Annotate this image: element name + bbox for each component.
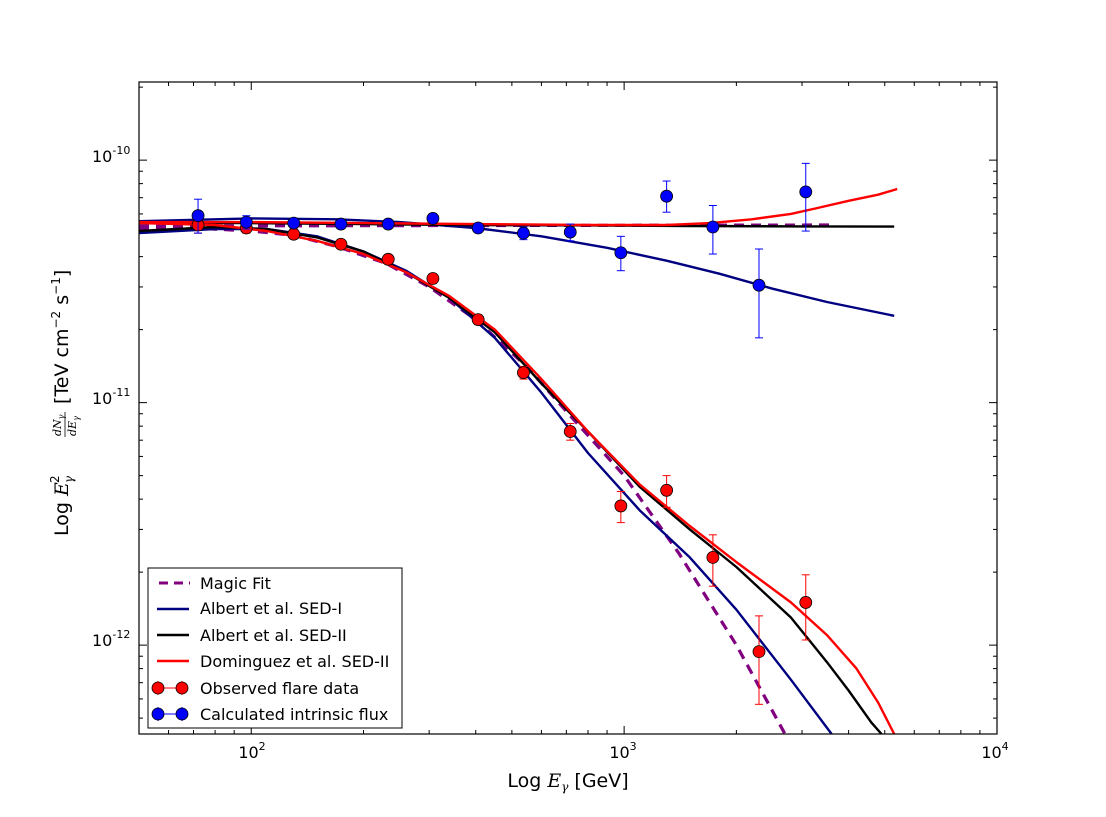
svg-text:[TeV cm−2 s−1]: [TeV cm−2 s−1] (49, 270, 73, 404)
observed-flare-data-marker (426, 272, 440, 285)
data-points (191, 162, 813, 705)
observed-flare-data-marker (334, 237, 348, 251)
observed-flare-data-marker (471, 313, 485, 326)
calculated-intrinsic-flux-marker (517, 226, 530, 240)
curve-albert-et-al-sed-ii-observed (139, 225, 883, 734)
x-tick-label-1e3: 103 (609, 740, 636, 762)
calculated-intrinsic-flux-marker (471, 221, 485, 235)
calculated-intrinsic-flux-marker (563, 225, 577, 239)
calculated-intrinsic-flux-marker (752, 278, 766, 292)
curve-magic-fit-observed (139, 226, 787, 734)
calculated-intrinsic-flux-point (517, 226, 530, 241)
legend-label-dominguez-sed-ii: Dominguez et al. SED-II (200, 652, 389, 671)
calculated-intrinsic-flux-point (239, 215, 253, 230)
legend-label-albert-sed-ii: Albert et al. SED-II (200, 626, 347, 645)
observed-flare-data-marker (614, 499, 628, 513)
y-axis-label: Log Eγ2 dNγ dEγ [TeV cm−2 s−1] (48, 270, 81, 536)
legend-box (147, 567, 403, 729)
calculated-intrinsic-flux-point (799, 162, 813, 232)
observed-flare-data-marker (517, 366, 530, 379)
plot-frame (138, 81, 998, 735)
curve-dominguez-et-al-sed-ii-observed (139, 221, 896, 734)
observed-flare-data-point (660, 475, 674, 508)
x-tick-label-1e2: 102 (238, 740, 265, 762)
model-curves (139, 187, 898, 734)
observed-flare-data-point (471, 313, 485, 326)
observed-flare-data-point (426, 272, 440, 285)
calculated-intrinsic-flux-point (426, 212, 440, 225)
minor-ticks (138, 82, 997, 734)
x-axis-label: Log Eγ [GeV] (507, 770, 628, 794)
legend-label-albert-sed-i: Albert et al. SED-I (200, 599, 342, 618)
curve-albert-et-al-sed-i-intrinsic (139, 217, 895, 317)
legend-label-observed-flare: Observed flare data (200, 679, 359, 698)
calculated-intrinsic-flux-marker (381, 217, 395, 231)
calculated-intrinsic-flux-marker (191, 209, 205, 223)
calculated-intrinsic-flux-point (614, 235, 628, 272)
y-label-frac-den: dEγ (66, 416, 81, 436)
y-tick-label-1e-11: 10-11 (92, 386, 130, 408)
observed-flare-data-marker (706, 551, 720, 564)
legend-swatch-observed-flare (151, 681, 189, 695)
observed-flare-data-marker (799, 596, 813, 609)
observed-flare-data-point (752, 615, 766, 705)
observed-flare-data-marker (752, 645, 766, 659)
legend: Magic Fit Albert et al. SED-I Albert et … (147, 567, 403, 729)
calculated-intrinsic-flux-marker (239, 215, 253, 229)
calculated-intrinsic-flux-point (660, 180, 674, 213)
legend-label-intrinsic-flux: Calculated intrinsic flux (200, 705, 388, 724)
y-tick-label-1e-12: 10-12 (92, 628, 130, 650)
observed-flare-data-point (381, 252, 395, 266)
observed-flare-data-point (334, 237, 348, 251)
observed-flare-data-point (517, 365, 530, 380)
svg-text:Log Eγ2: Log Eγ2 (48, 475, 76, 536)
calculated-intrinsic-flux-marker (660, 189, 674, 203)
calculated-intrinsic-flux-point (752, 248, 766, 339)
observed-flare-data-point (563, 423, 577, 441)
calculated-intrinsic-flux-point (334, 217, 348, 231)
calculated-intrinsic-flux-marker (706, 220, 720, 234)
calculated-intrinsic-flux-marker (426, 212, 440, 225)
legend-swatch-intrinsic-flux (151, 707, 189, 721)
observed-flare-data-point (614, 491, 628, 524)
calculated-intrinsic-flux-point (706, 205, 720, 255)
y-tick-label-1e-10: 10-10 (92, 144, 130, 166)
calculated-intrinsic-flux-marker (334, 217, 348, 231)
calculated-intrinsic-flux-point (287, 216, 301, 230)
observed-flare-data-marker (563, 425, 577, 438)
y-label-frac-num: dNγ (51, 414, 66, 436)
observed-flare-data-point (706, 534, 720, 587)
calculated-intrinsic-flux-point (381, 217, 395, 231)
observed-flare-data-marker (287, 227, 301, 241)
calculated-intrinsic-flux-marker (799, 185, 813, 199)
calculated-intrinsic-flux-point (563, 223, 577, 242)
calculated-intrinsic-flux-marker (614, 246, 628, 260)
observed-flare-data-point (799, 574, 813, 641)
calculated-intrinsic-flux-point (471, 221, 485, 235)
observed-flare-data-marker (381, 252, 395, 266)
legend-label-magic-fit: Magic Fit (200, 574, 271, 593)
observed-flare-data-marker (660, 483, 674, 497)
observed-flare-data-point (287, 227, 301, 241)
x-tick-label-1e4: 104 (981, 740, 1008, 762)
calculated-intrinsic-flux-marker (287, 216, 301, 230)
calculated-intrinsic-flux-point (191, 198, 205, 234)
